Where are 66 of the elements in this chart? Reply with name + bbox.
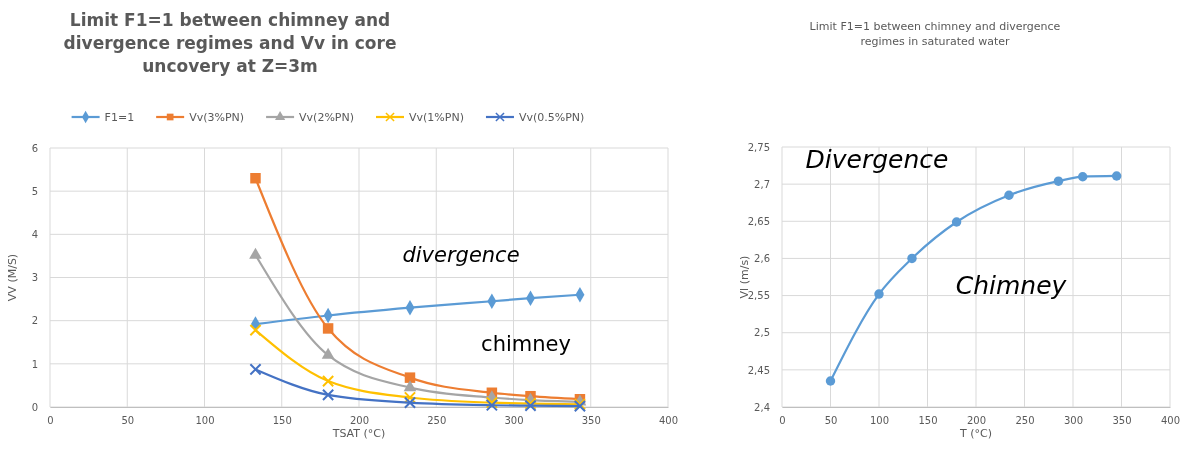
x-tick-label: 400	[658, 415, 679, 427]
point	[321, 347, 335, 359]
point	[1053, 176, 1064, 186]
y-tick-label: 4	[31, 229, 38, 241]
x-tick-label: 250	[1015, 415, 1035, 427]
point	[825, 376, 836, 386]
point	[404, 372, 416, 383]
y-tick-label: 2,7	[754, 178, 770, 190]
chart-title: Limit F1=1 between chimney and divergence regimes and Vv in core uncovery at Z=3m	[63, 10, 397, 76]
x-tick-label: 50	[121, 415, 135, 427]
point	[250, 172, 261, 184]
point	[321, 388, 335, 402]
point	[403, 396, 417, 409]
annotation: Chimney	[955, 271, 1068, 300]
point	[951, 217, 962, 227]
y-tick-label: 2,5	[754, 327, 770, 339]
y-tick-label: 2,75	[747, 141, 770, 153]
legend-label: Vv(1%PN)	[409, 111, 464, 124]
x-tick-label: 400	[1160, 415, 1181, 427]
x-tick-label: 300	[504, 415, 524, 427]
y-tick-label: 6	[31, 142, 38, 154]
y-tick-label: 2,45	[747, 364, 770, 376]
point	[249, 247, 262, 259]
x-tick-label: 0	[779, 415, 786, 427]
chart-title: Limit F1=1 between chimney and divergence regimes in saturated water	[809, 20, 1061, 48]
annotation: divergence	[402, 243, 520, 267]
x-tick-label: 300	[1063, 415, 1084, 427]
y-axis-title: VV (M/S)	[6, 253, 19, 302]
point	[874, 289, 884, 299]
legend-label: Vv(0.5%PN)	[518, 111, 585, 124]
x-tick-label: 350	[1112, 415, 1132, 427]
y-tick-label: 2,65	[747, 215, 770, 227]
y-tick-label: 2,4	[754, 401, 770, 413]
point	[1004, 190, 1014, 200]
legend-label: Vv(2%PN)	[299, 111, 355, 124]
x-tick-label: 200	[349, 415, 370, 427]
x-tick-label: 0	[47, 415, 54, 427]
point	[403, 380, 417, 392]
legend-label: F1=1	[104, 111, 135, 124]
x-tick-label: 150	[272, 415, 292, 427]
y-tick-label: 2	[31, 315, 38, 327]
point	[1111, 171, 1122, 181]
x-tick-label: 100	[195, 415, 215, 427]
point	[322, 323, 334, 334]
point	[907, 253, 917, 264]
legend-label: Vv(3%PN)	[189, 111, 245, 124]
x-axis-title: T (°C)	[959, 427, 992, 440]
annotation: Divergence	[805, 145, 949, 174]
annotation: chimney	[481, 332, 571, 356]
x-tick-label: 350	[581, 415, 601, 427]
x-tick-label: 200	[966, 415, 987, 427]
x-tick-label: 100	[869, 415, 890, 427]
x-tick-label: 250	[427, 415, 447, 427]
x-tick-label: 150	[918, 415, 938, 427]
y-tick-label: 5	[31, 185, 38, 197]
x-axis-title: TSAT (°C)	[331, 427, 386, 440]
point	[321, 374, 335, 388]
point	[1077, 172, 1088, 182]
y-tick-label: 0	[31, 401, 38, 413]
x-tick-label: 50	[824, 415, 838, 427]
y-tick-label: 3	[31, 272, 38, 284]
point	[249, 363, 262, 376]
point	[403, 391, 417, 404]
point	[249, 324, 262, 337]
y-tick-label: 2,6	[754, 253, 770, 265]
y-tick-label: 1	[31, 358, 38, 370]
